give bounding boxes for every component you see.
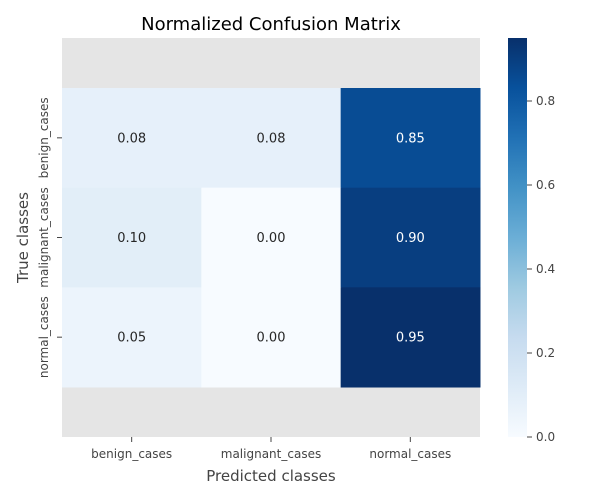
cell-value-label: 0.85 [396,131,425,146]
colorbar-tick-label: 0.8 [536,94,555,108]
colorbar [508,38,527,437]
chart-title: Normalized Confusion Matrix [141,14,401,35]
cell-value-label: 0.05 [117,331,146,346]
y-tick-label: benign_cases [37,97,51,178]
y-axis-label: True classes [14,192,32,284]
cell-value-label: 0.08 [117,131,146,146]
heatmap-cell [340,187,481,288]
heatmap-cells [62,88,481,388]
colorbar-ticks: 0.0 0.2 0.4 0.6 0.8 [527,94,555,444]
x-tick-label: benign_cases [91,447,172,461]
colorbar-tick-label: 0.4 [536,262,555,276]
x-tick-label: normal_cases [369,447,451,461]
x-tick-label: malignant_cases [221,447,321,461]
colorbar-tick-label: 0.0 [536,430,555,444]
heatmap-cell [201,187,342,288]
cell-value-label: 0.90 [396,231,425,246]
heatmap-cell [62,287,202,388]
x-axis-ticks: benign_cases malignant_cases normal_cases [91,437,451,461]
heatmap-cell-labels: 0.08 0.08 0.85 0.10 0.00 0.90 0.05 0.00 0.95 [117,131,425,345]
y-tick-label: malignant_cases [37,187,51,287]
colorbar-tick-label: 0.2 [536,346,555,360]
y-tick-label: normal_cases [37,296,51,378]
cell-value-label: 0.08 [257,131,286,146]
colorbar-tick-label: 0.6 [536,178,555,192]
heatmap-cell [201,287,342,388]
heatmap-cell [340,287,481,388]
cell-value-label: 0.10 [117,231,146,246]
heatmap-cell [62,88,202,189]
cell-value-label: 0.00 [257,331,286,346]
cell-value-label: 0.00 [257,231,286,246]
x-axis-label: Predicted classes [206,467,336,485]
heatmap-cell [340,88,481,189]
heatmap-cell [201,88,342,189]
y-axis-ticks: benign_cases malignant_cases normal_cases [37,97,62,378]
heatmap-cell [62,187,202,288]
cell-value-label: 0.95 [396,331,425,346]
